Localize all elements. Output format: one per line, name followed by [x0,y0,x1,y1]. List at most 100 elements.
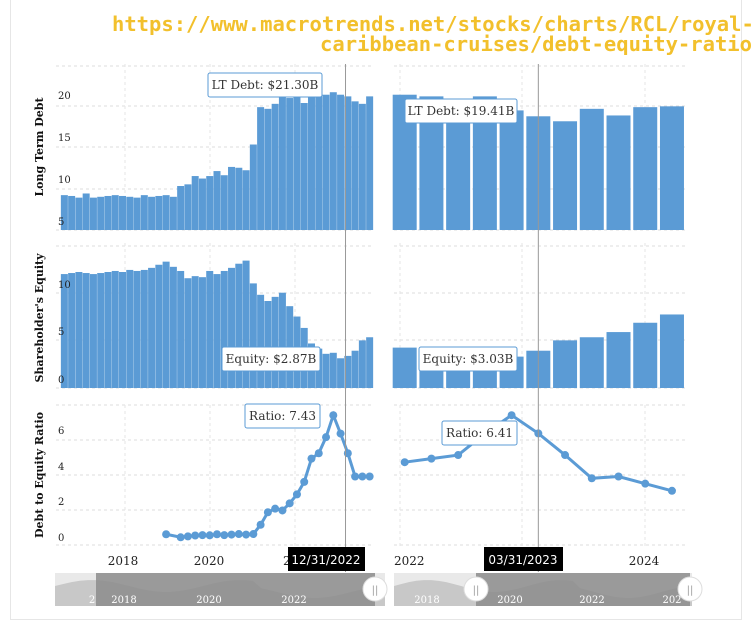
bar[interactable] [337,94,345,231]
bar[interactable] [155,195,163,230]
data-point[interactable] [322,433,331,442]
bar[interactable] [184,184,192,230]
bar[interactable] [148,196,156,230]
bar[interactable] [89,197,97,230]
bar[interactable] [271,103,279,230]
data-point[interactable] [213,530,221,539]
bar[interactable] [119,195,127,230]
data-point[interactable] [614,472,623,481]
bar[interactable] [133,270,141,388]
bar[interactable] [242,260,250,388]
bar[interactable] [111,270,119,388]
data-point[interactable] [427,454,436,463]
data-point[interactable] [162,530,171,539]
bar[interactable] [104,195,112,230]
bar[interactable] [68,273,76,388]
bar[interactable] [659,314,684,388]
bar[interactable] [184,278,192,388]
bar[interactable] [322,94,330,231]
data-point[interactable] [667,486,676,495]
bar[interactable] [68,195,76,230]
bar[interactable] [633,107,658,230]
bar[interactable] [89,274,97,388]
data-point[interactable] [336,429,345,438]
bar[interactable] [264,108,272,230]
bar[interactable] [228,166,236,230]
data-point[interactable] [205,531,214,540]
data-point[interactable] [191,531,200,540]
bar[interactable] [553,121,578,230]
bar[interactable] [366,337,374,388]
data-point[interactable] [641,479,650,488]
data-point[interactable] [454,451,463,460]
bar[interactable] [606,115,631,230]
bar[interactable] [293,97,301,230]
bar[interactable] [162,195,170,230]
data-point[interactable] [314,449,323,458]
bar[interactable] [579,108,604,230]
bar[interactable] [249,283,257,388]
bar[interactable] [60,195,68,230]
data-point[interactable] [300,477,309,486]
bar[interactable] [191,276,199,388]
bar[interactable] [659,106,684,230]
bar[interactable] [162,261,170,388]
bar[interactable] [264,301,272,388]
bar[interactable] [126,196,134,230]
data-point[interactable] [278,506,287,515]
data-point[interactable] [365,472,374,481]
bar[interactable] [278,292,286,388]
bar[interactable] [329,92,337,230]
bar[interactable] [257,294,265,388]
bar[interactable] [119,272,127,388]
bar[interactable] [104,272,112,388]
bar[interactable] [111,195,119,230]
data-point[interactable] [198,531,207,540]
bar[interactable] [300,103,308,230]
navigator-handle[interactable] [677,576,703,602]
bar[interactable] [351,350,359,388]
navigator-handle[interactable] [362,576,388,602]
bar[interactable] [169,266,177,388]
data-point[interactable] [220,531,229,540]
bar[interactable] [82,273,90,388]
bar[interactable] [257,107,265,230]
data-point[interactable] [400,458,409,467]
bar[interactable] [446,105,471,231]
bar[interactable] [140,269,148,388]
bar[interactable] [358,340,366,388]
data-point[interactable] [285,499,294,508]
data-point[interactable] [561,451,570,460]
data-point[interactable] [292,490,301,499]
bar[interactable] [228,267,236,388]
data-point[interactable] [249,530,258,539]
bar[interactable] [60,274,68,388]
data-point[interactable] [271,504,280,513]
bar[interactable] [177,186,185,230]
bar[interactable] [191,176,199,230]
bar[interactable] [351,101,359,230]
data-point[interactable] [587,474,596,483]
bar[interactable] [97,273,105,388]
bar[interactable] [307,97,315,230]
bar[interactable] [235,167,243,230]
bar[interactable] [169,196,177,230]
bar[interactable] [329,352,337,388]
bar[interactable] [235,263,243,388]
bar[interactable] [499,110,524,230]
bar[interactable] [206,270,214,388]
bar[interactable] [97,196,105,230]
data-point[interactable] [234,530,243,539]
data-point[interactable] [176,533,185,542]
bar[interactable] [358,103,366,230]
bar[interactable] [198,178,206,230]
bar[interactable] [75,197,83,230]
bar[interactable] [75,272,83,388]
navigator-selection-left[interactable] [96,573,375,606]
bar[interactable] [242,170,250,230]
bar[interactable] [633,322,658,388]
bar[interactable] [82,193,90,230]
data-point[interactable] [307,454,316,463]
data-point[interactable] [329,411,338,420]
bar[interactable] [133,197,141,230]
